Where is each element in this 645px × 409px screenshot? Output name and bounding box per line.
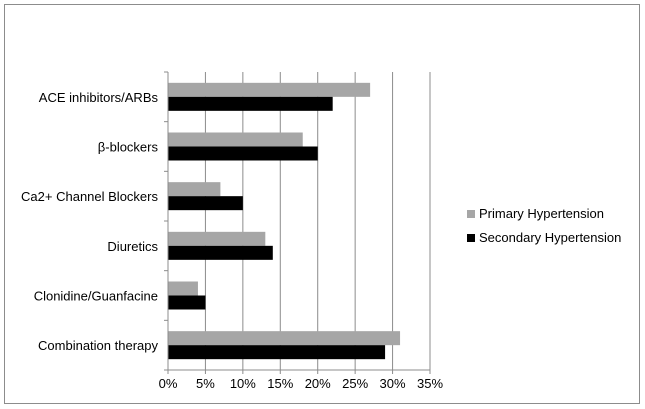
- x-tick-label: 25%: [342, 376, 368, 391]
- bar-secondary: [168, 345, 386, 360]
- legend: Primary Hypertension Secondary Hypertensi…: [467, 206, 621, 245]
- category-label: Combination therapy: [38, 338, 158, 353]
- category-label: Diuretics: [107, 239, 158, 254]
- x-tick-label: 15%: [267, 376, 293, 391]
- x-tick-labels: 0% 5% 10% 15% 20% 25% 30% 35%: [159, 376, 444, 391]
- axes: [164, 71, 431, 374]
- category-labels: ACE inhibitors/ARBs β-blockers Ca2+ Channe…: [21, 90, 158, 353]
- x-tick-label: 20%: [305, 376, 331, 391]
- bar-primary: [168, 281, 198, 296]
- x-tick-label: 10%: [230, 376, 256, 391]
- gridlines: [204, 72, 431, 370]
- bar-secondary: [168, 196, 243, 211]
- bar-secondary: [168, 146, 318, 161]
- bar-secondary: [168, 245, 273, 260]
- bar-primary: [168, 82, 371, 97]
- bar-secondary: [168, 295, 206, 310]
- bar-primary: [168, 331, 401, 346]
- category-label: ACE inhibitors/ARBs: [39, 90, 159, 105]
- category-label: Clonidine/Guanfacine: [34, 289, 158, 304]
- bar-primary: [168, 231, 266, 246]
- legend-swatch-secondary: [467, 234, 475, 242]
- x-tick-label: 0%: [159, 376, 178, 391]
- legend-label-secondary: Secondary Hypertension: [479, 230, 621, 245]
- bars: [168, 82, 401, 360]
- bar-primary: [168, 132, 303, 147]
- legend-swatch-primary: [467, 210, 475, 218]
- bar-primary: [168, 182, 221, 197]
- bar-secondary: [168, 96, 333, 111]
- x-tick-label: 30%: [380, 376, 406, 391]
- x-tick-label: 35%: [417, 376, 443, 391]
- category-label: Ca2+ Channel Blockers: [21, 189, 158, 204]
- legend-label-primary: Primary Hypertension: [479, 206, 604, 221]
- x-tick-label: 5%: [196, 376, 215, 391]
- category-label: β-blockers: [98, 140, 159, 155]
